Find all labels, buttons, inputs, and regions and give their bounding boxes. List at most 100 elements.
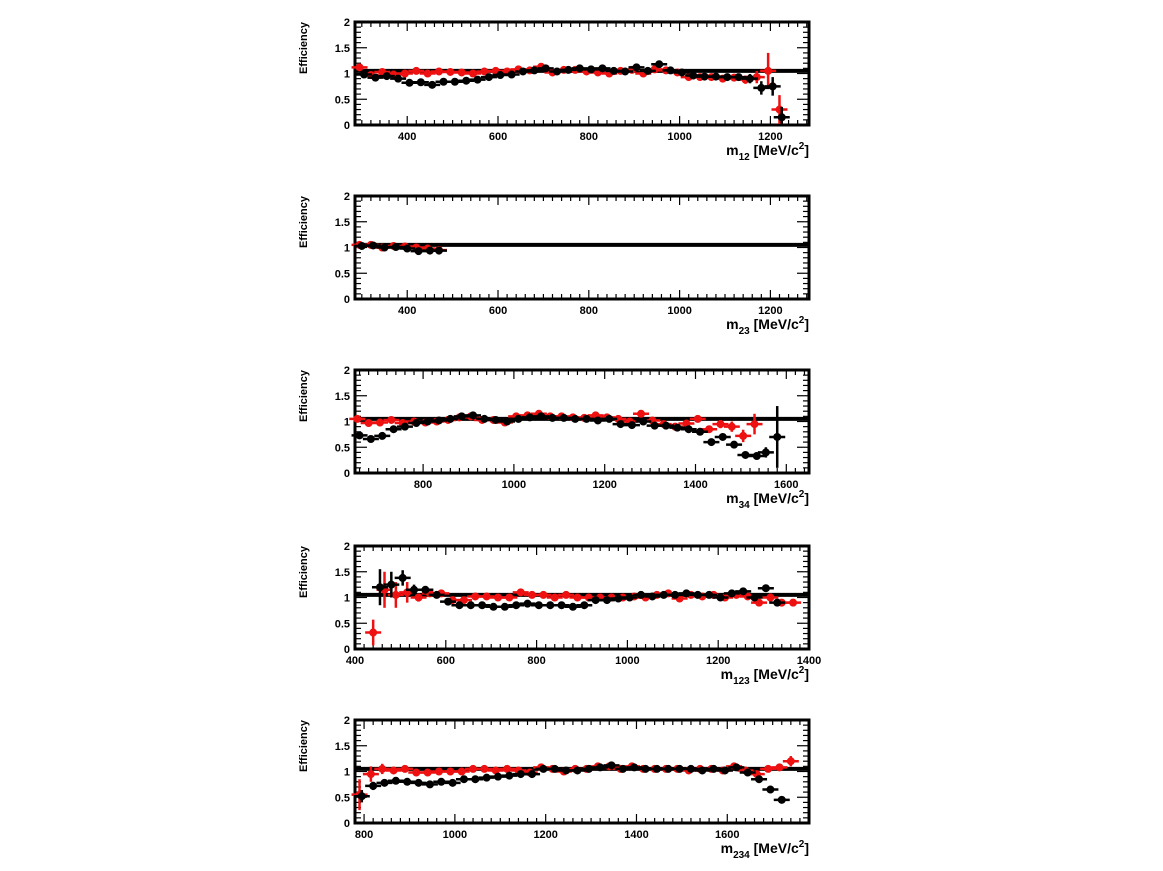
data-point — [349, 414, 366, 423]
data-point — [510, 414, 527, 423]
y-tick-label: 0.5 — [335, 618, 350, 630]
data-point — [512, 770, 529, 779]
marker — [598, 64, 607, 73]
y-tick-label: 0.5 — [335, 268, 350, 280]
data-point — [726, 440, 743, 449]
data-point — [371, 418, 388, 427]
data-point — [371, 569, 388, 606]
marker — [471, 592, 480, 601]
marker — [480, 764, 489, 773]
marker — [605, 414, 614, 423]
marker — [768, 82, 777, 91]
y-tick-label: 2 — [344, 365, 350, 377]
marker — [457, 767, 466, 776]
marker — [596, 763, 605, 772]
data-point — [760, 52, 777, 89]
data-point — [419, 417, 436, 426]
marker — [775, 763, 784, 772]
x-tick-label: 1200 — [533, 829, 557, 841]
marker — [752, 452, 761, 461]
marker — [761, 448, 770, 457]
data-point — [626, 763, 643, 772]
marker — [528, 770, 537, 779]
marker — [378, 764, 387, 773]
data-point — [657, 421, 674, 430]
data-point — [396, 422, 413, 431]
data-point — [465, 69, 482, 78]
data-point — [771, 763, 788, 772]
x-axis-label: m123 [MeV/c2] — [721, 665, 809, 687]
x-tick-label: 800 — [580, 131, 598, 143]
y-tick-label: 1.5 — [335, 567, 350, 579]
x-tick-label: 1000 — [443, 829, 467, 841]
marker — [621, 67, 630, 76]
marker — [666, 66, 675, 75]
marker — [534, 601, 543, 610]
y-axis-label: Efficiency — [298, 545, 310, 598]
marker — [757, 83, 766, 92]
marker — [503, 764, 512, 773]
x-tick-label: 400 — [346, 655, 364, 667]
data-point — [751, 598, 768, 607]
marker — [469, 411, 478, 420]
marker — [648, 592, 657, 601]
marker — [412, 768, 421, 777]
marker — [434, 767, 443, 776]
data-point — [387, 582, 404, 608]
marker — [391, 776, 400, 785]
data-point — [712, 593, 729, 602]
marker — [637, 590, 646, 599]
data-point — [549, 67, 566, 76]
marker — [423, 768, 432, 777]
data-point — [701, 590, 718, 599]
marker — [491, 766, 500, 775]
marker — [446, 67, 455, 76]
series-red — [351, 52, 788, 124]
marker — [723, 73, 732, 82]
marker — [503, 417, 512, 426]
data-point — [598, 596, 615, 605]
marker — [457, 68, 466, 77]
marker — [684, 425, 693, 434]
data-point — [741, 74, 758, 84]
data-point — [782, 756, 799, 767]
data-point — [519, 599, 536, 608]
data-point — [601, 414, 618, 423]
data-point — [444, 778, 461, 787]
panel-12: 0 0.5 1 1.5 2 400 600 800 1000 1200 Efficiency m12 … — [298, 17, 811, 163]
marker — [446, 767, 455, 776]
marker — [730, 440, 739, 449]
y-tick-label: 0.5 — [335, 792, 350, 804]
data-point — [499, 764, 516, 773]
data-point — [535, 590, 552, 599]
data-point — [501, 593, 518, 602]
data-point — [633, 590, 650, 599]
y-tick-label: 2 — [344, 191, 350, 203]
data-point — [455, 596, 472, 605]
marker — [366, 435, 375, 444]
marker — [484, 73, 493, 82]
data-point — [773, 106, 790, 125]
series-black — [371, 569, 786, 611]
series-black — [351, 406, 786, 468]
marker — [627, 421, 636, 430]
marker — [591, 596, 600, 605]
marker — [444, 597, 453, 606]
marker — [637, 409, 646, 418]
marker — [659, 590, 668, 599]
x-tick-label: 1200 — [592, 479, 616, 491]
data-point — [730, 73, 747, 82]
marker — [387, 415, 396, 424]
marker — [457, 412, 466, 421]
data-point — [569, 766, 586, 775]
data-point — [430, 767, 447, 776]
data-point — [592, 763, 609, 772]
data-point — [773, 795, 790, 804]
marker — [696, 427, 705, 436]
marker — [675, 764, 684, 773]
plot-frame — [353, 718, 811, 825]
data-point — [365, 781, 382, 791]
marker — [562, 590, 571, 599]
marker — [721, 766, 730, 775]
marker — [389, 425, 398, 434]
